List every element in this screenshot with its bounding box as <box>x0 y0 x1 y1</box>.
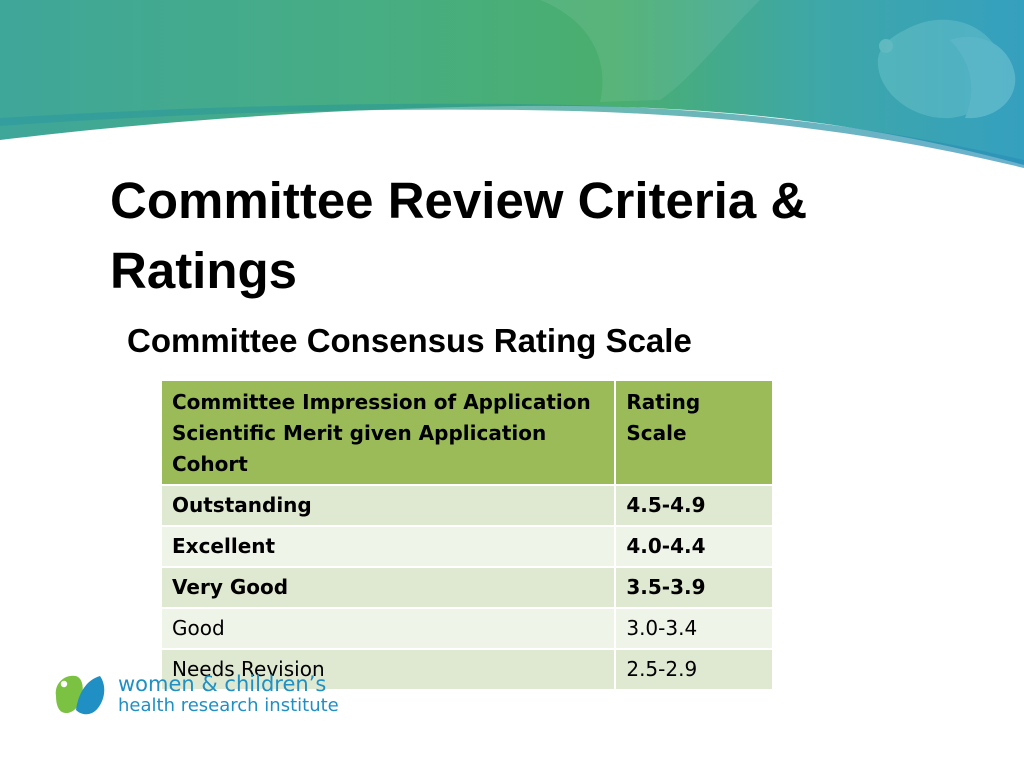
rating-cell: 2.5-2.9 <box>614 648 774 691</box>
institute-logo: women & children’s health research insti… <box>52 670 352 720</box>
leaf-shapes-icon <box>877 19 1016 119</box>
rating-cell: 4.5-4.9 <box>614 484 774 527</box>
logo-line-1: women & children’s <box>118 672 327 696</box>
table-row: Very Good 3.5-3.9 <box>159 566 774 609</box>
table-row: Good 3.0-3.4 <box>159 607 774 650</box>
column-header-rating: Rating Scale <box>614 379 774 486</box>
impression-cell: Outstanding <box>159 484 617 527</box>
table-header-row: Committee Impression of Application Scie… <box>159 379 774 486</box>
rating-cell: 3.5-3.9 <box>614 566 774 609</box>
table-row: Excellent 4.0-4.4 <box>159 525 774 568</box>
impression-cell: Good <box>159 607 617 650</box>
impression-cell: Needs Revision <box>159 648 617 691</box>
logo-line-2: health research institute <box>118 695 339 716</box>
rating-cell: 3.0-3.4 <box>614 607 774 650</box>
impression-cell: Excellent <box>159 525 617 568</box>
rating-cell: 4.0-4.4 <box>614 525 774 568</box>
two-leaves-logo-icon <box>55 675 105 715</box>
page-subtitle: Committee Consensus Rating Scale <box>127 322 692 359</box>
page-title: Committee Review Criteria & Ratings <box>110 172 808 299</box>
logo-wordmark: women & children’s health research insti… <box>118 672 339 716</box>
table-row: Needs Revision 2.5-2.9 <box>159 648 774 691</box>
rating-scale-table: Committee Impression of Application Scie… <box>159 379 774 691</box>
header-banner <box>0 0 1024 200</box>
column-header-impression: Committee Impression of Application Scie… <box>159 379 617 486</box>
impression-cell: Very Good <box>159 566 617 609</box>
table-row: Outstanding 4.5-4.9 <box>159 484 774 527</box>
